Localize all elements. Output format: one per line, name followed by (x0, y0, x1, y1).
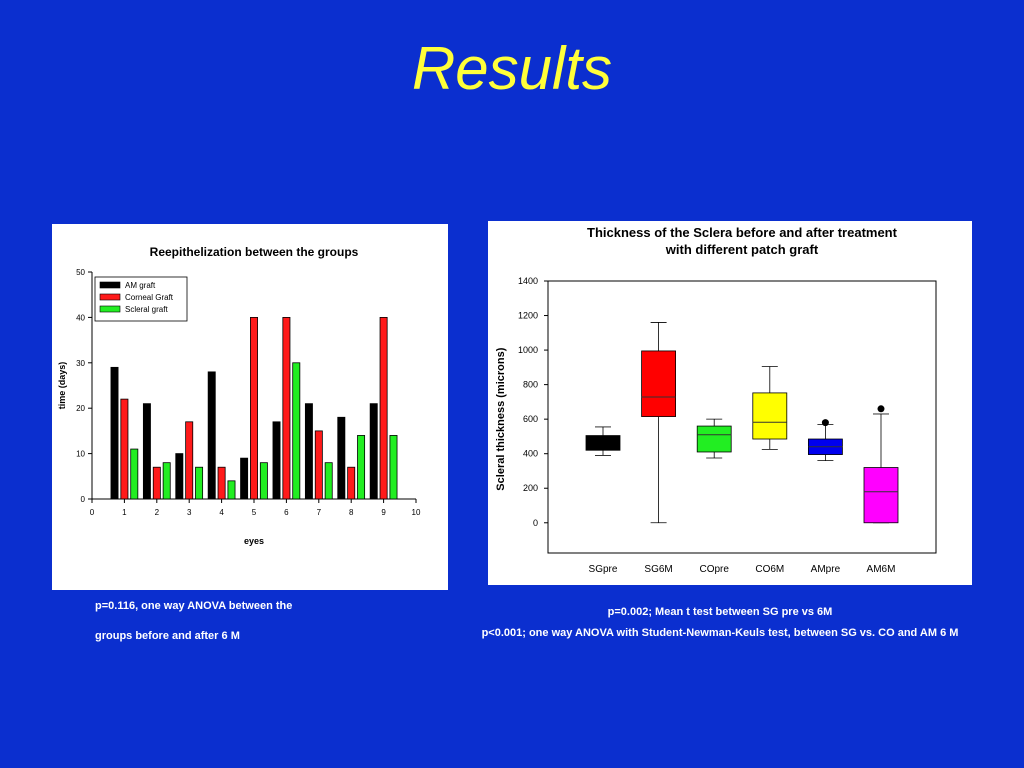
bar-x-axis-label: eyes (244, 536, 264, 546)
bar-x-tick-label: 0 (90, 508, 95, 517)
bar (369, 403, 378, 500)
box-y-tick-label: 600 (523, 414, 538, 424)
box-plot-panel: Thickness of the Sclera before and after… (488, 221, 972, 585)
bar (337, 416, 346, 500)
box-y-tick-label: 1400 (518, 276, 538, 286)
bar-y-tick-label: 30 (76, 359, 85, 368)
bar-y-tick-label: 0 (81, 495, 86, 504)
box-y-axis-label: Scleral thickness (microns) (495, 347, 507, 490)
box-CO6M (752, 366, 788, 450)
bar (259, 462, 268, 500)
box-y-tick-label: 0 (533, 518, 538, 528)
bar (389, 435, 398, 500)
box-y-tick-label: 800 (523, 380, 538, 390)
box-x-tick-label: AM6M (867, 564, 896, 575)
box (863, 467, 899, 524)
bar-y-axis-label: time (days) (57, 362, 67, 410)
left-note-line2: groups before and after 6 M (95, 630, 240, 642)
outlier-point (821, 419, 829, 427)
bar (217, 466, 226, 500)
box-chart-title: Thickness of the Sclera before and after… (587, 225, 898, 240)
bar (357, 435, 366, 500)
bar (207, 371, 216, 500)
bar (379, 317, 388, 500)
bar (162, 462, 171, 500)
bar (175, 453, 184, 500)
bar (152, 466, 161, 500)
right-note-line1: p=0.002; Mean t test between SG pre vs 6… (607, 606, 833, 618)
box-x-tick-label: SG6M (644, 564, 672, 575)
bar (292, 362, 301, 500)
legend-swatch (99, 305, 121, 313)
bar-x-tick-label: 3 (187, 508, 192, 517)
box-SGpre (585, 426, 621, 456)
bar-chart-panel: Reepithelization between the groups 0 10 20… (52, 224, 448, 590)
bar-legend: AM graft Corneal Graft Scleral graft (94, 276, 188, 322)
legend-swatch (99, 281, 121, 289)
bar (240, 457, 249, 500)
box-SG6M (641, 322, 677, 524)
bar (282, 317, 291, 500)
bar-chart-title: Reepithelization between the groups (150, 245, 359, 259)
box-x-tick-label: AMpre (811, 564, 841, 575)
bar (110, 366, 119, 500)
outlier-point (877, 405, 885, 413)
bar-x-tick-label: 6 (284, 508, 289, 517)
bar (142, 403, 151, 500)
box-y-tick-label: 200 (523, 483, 538, 493)
bar-x-tick-label: 10 (412, 508, 421, 517)
bar-x-tick-label: 1 (122, 508, 127, 517)
bar-y-tick-label: 20 (76, 404, 85, 413)
box-AMpre (807, 419, 843, 462)
box-chart-title: with different patch graft (665, 242, 819, 257)
box-y-tick-label: 1200 (518, 311, 538, 321)
box-AM6M (863, 405, 899, 524)
bar-y-tick-label: 40 (76, 313, 85, 322)
slide-title: Results (411, 35, 613, 102)
bar (314, 430, 323, 500)
bar (185, 421, 194, 500)
bar (324, 462, 333, 500)
legend-label: Scleral graft (125, 305, 168, 314)
box-x-tick-label: CO6M (755, 564, 784, 575)
box-x-tick-label: COpre (699, 564, 729, 575)
bar-x-tick-label: 7 (317, 508, 322, 517)
bar-y-tick-label: 10 (76, 450, 85, 459)
box-x-tick-label: SGpre (589, 564, 618, 575)
bar (272, 421, 281, 500)
bar-chart: Reepithelization between the groups01020… (57, 245, 421, 546)
left-note-line1: p=0.116, one way ANOVA between the (95, 600, 293, 612)
box-COpre (696, 418, 732, 459)
box-plot-frame (547, 280, 937, 554)
bar-x-tick-label: 8 (349, 508, 354, 517)
box-y-tick-label: 1000 (518, 345, 538, 355)
bar (120, 398, 129, 500)
bar (304, 403, 313, 500)
legend-label: AM graft (125, 281, 156, 290)
bar (347, 466, 356, 500)
bar (195, 466, 204, 500)
box-plot: Thickness of the Sclera before and after… (495, 225, 937, 575)
bar (130, 448, 139, 500)
box (585, 435, 621, 451)
bar-x-tick-label: 5 (252, 508, 257, 517)
box (752, 392, 788, 440)
bar-x-tick-label: 4 (219, 508, 224, 517)
bar-y-tick-label: 50 (76, 268, 85, 277)
legend-swatch (99, 293, 121, 301)
legend-label: Corneal Graft (125, 293, 174, 302)
box (696, 425, 732, 453)
box-y-tick-label: 400 (523, 449, 538, 459)
bar-x-tick-label: 9 (381, 508, 386, 517)
box (641, 350, 677, 417)
right-note-line2: p<0.001; one way ANOVA with Student-Newm… (481, 627, 959, 639)
bar-x-tick-label: 2 (155, 508, 160, 517)
bar (227, 480, 236, 500)
bar (250, 317, 258, 500)
